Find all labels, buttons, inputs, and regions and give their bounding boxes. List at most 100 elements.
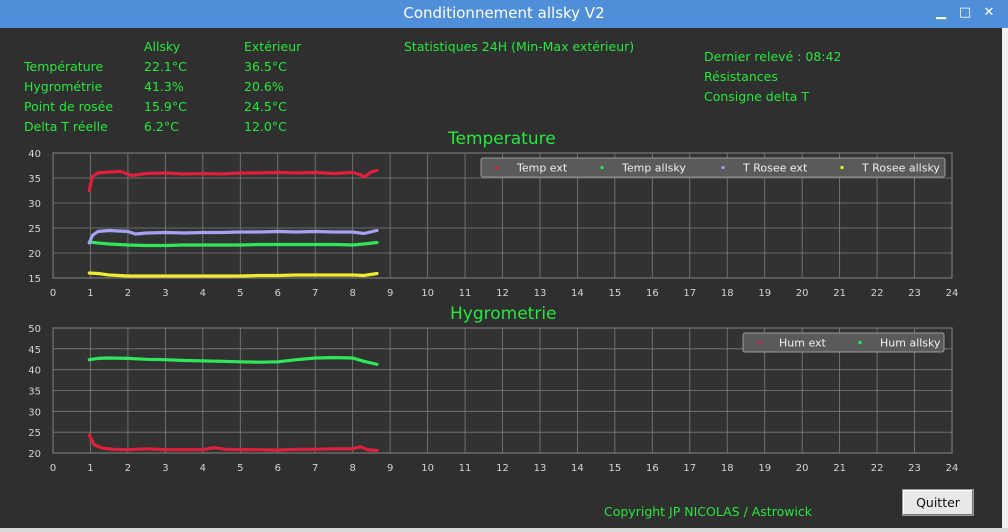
chart0-x-tick-label: 19	[758, 288, 771, 299]
chart0-x-tick-label: 13	[534, 288, 547, 299]
window-title: Conditionnement allsky V2	[403, 4, 605, 22]
chart0-series-1-line	[87, 240, 379, 248]
chart1-y-tick-label: 40	[28, 366, 41, 377]
chart1-x-tick-label: 6	[275, 463, 281, 474]
chart0-x-tick-label: 0	[50, 288, 56, 299]
chart1-legend-label-1: Hum allsky	[880, 337, 941, 350]
chart0-legend	[480, 157, 946, 178]
chart0-x-tick-label: 5	[237, 288, 243, 299]
minimize-button[interactable]: ▁	[936, 5, 946, 20]
chart0-x-tick-label: 21	[833, 288, 846, 299]
chart0-legend-marker-3	[840, 165, 844, 170]
chart1-x-tick-label: 7	[312, 463, 318, 474]
chart1-x-tick-label: 2	[125, 463, 131, 474]
chart0-x-tick-label: 16	[646, 288, 659, 299]
value-delta-ext: 12.0°C	[244, 119, 287, 134]
value-temp-allsky: 22.1°C	[144, 59, 187, 74]
chart0-x-tick-label: 14	[571, 288, 584, 299]
chart1-x-tick-label: 4	[200, 463, 206, 474]
desktop-strip	[0, 528, 1008, 532]
chart0-x-tick-label: 6	[275, 288, 281, 299]
label-hygrometrie: Hygrométrie	[24, 79, 103, 94]
chart0-x-tick-label: 3	[162, 288, 168, 299]
value-hum-allsky: 41.3%	[144, 79, 184, 94]
label-delta-t: Delta T réelle	[24, 119, 108, 134]
chart0-x-tick-label: 10	[421, 288, 434, 299]
chart1-legend-marker-0	[757, 340, 761, 345]
chart1-x-tick-label: 12	[496, 463, 509, 474]
chart0-y-tick-label: 15	[28, 274, 41, 285]
setpoint-label: Consigne delta T	[704, 89, 810, 104]
copyright-text: Copyright JP NICOLAS / Astrowick	[604, 504, 813, 519]
value-dew-ext: 24.5°C	[244, 99, 287, 114]
chart0-legend-marker-1	[600, 165, 604, 170]
chart0-x-tick-label: 20	[796, 288, 809, 299]
chart-title-hygrometrie: Hygrometrie	[450, 304, 557, 324]
chart0-x-tick-label: 23	[908, 288, 921, 299]
chart1-x-tick-label: 17	[683, 463, 696, 474]
chart1-x-tick-label: 9	[387, 463, 393, 474]
chart0-y-tick-label: 40	[28, 149, 41, 160]
window-edge	[1002, 28, 1008, 528]
chart1-x-tick-label: 24	[946, 463, 959, 474]
chart1-x-tick-label: 22	[871, 463, 884, 474]
chart0-legend-label-2: T Rosee ext	[742, 162, 808, 175]
chart0-legend-marker-0	[495, 165, 499, 170]
chart0-x-tick-label: 24	[946, 288, 959, 299]
chart0-legend-label-1: Temp allsky	[621, 162, 686, 175]
chart1-y-tick-label: 20	[28, 449, 41, 460]
header-exterieur: Extérieur	[244, 39, 302, 54]
chart1-x-tick-label: 21	[833, 463, 846, 474]
value-dew-allsky: 15.9°C	[144, 99, 187, 114]
chart1-y-tick-label: 30	[28, 407, 41, 418]
close-button[interactable]: ✕	[983, 5, 995, 20]
chart0-x-tick-label: 7	[312, 288, 318, 299]
chart1-legend-marker-1	[858, 340, 862, 345]
value-temp-ext: 36.5°C	[244, 59, 287, 74]
chart0-x-tick-label: 11	[459, 288, 472, 299]
chart0-series-0-line	[87, 168, 379, 193]
chart1-y-tick-label: 50	[28, 324, 41, 335]
chart1-x-tick-label: 18	[721, 463, 734, 474]
chart1-x-tick-label: 3	[162, 463, 168, 474]
chart1-x-tick-label: 15	[609, 463, 622, 474]
stats-label: Statistiques 24H (Min-Max extérieur)	[404, 39, 635, 54]
chart0-x-tick-label: 18	[721, 288, 734, 299]
chart1-x-tick-label: 0	[50, 463, 56, 474]
chart1-x-tick-label: 5	[237, 463, 243, 474]
chart0-x-tick-label: 1	[87, 288, 93, 299]
chart0-x-tick-label: 17	[683, 288, 696, 299]
chart0-x-tick-label: 22	[871, 288, 884, 299]
chart1-x-tick-label: 1	[87, 463, 93, 474]
chart0-legend-label-0: Temp ext	[516, 162, 568, 175]
chart1-x-tick-label: 20	[796, 463, 809, 474]
chart1-series-1-line	[87, 356, 379, 366]
chart0-x-tick-label: 15	[609, 288, 622, 299]
value-delta-allsky: 6.2°C	[144, 119, 179, 134]
chart1-y-tick-label: 45	[28, 345, 41, 356]
label-temperature: Température	[24, 59, 104, 74]
chart0-x-tick-label: 2	[125, 288, 131, 299]
chart0-legend-marker-2	[721, 165, 725, 170]
chart1-y-tick-label: 35	[28, 387, 41, 398]
chart-title-temperature: Temperature	[448, 129, 556, 149]
chart1-x-tick-label: 23	[908, 463, 921, 474]
chart1-legend	[742, 332, 945, 353]
chart1-x-tick-label: 16	[646, 463, 659, 474]
chart0-x-tick-label: 4	[200, 288, 206, 299]
chart0-y-tick-label: 25	[28, 224, 41, 235]
title-bar[interactable]: Conditionnement allsky V2 ▁ □ ✕	[0, 0, 1008, 28]
quit-button[interactable]: Quitter	[902, 489, 974, 516]
chart1-x-tick-label: 8	[349, 463, 355, 474]
value-hum-ext: 20.6%	[244, 79, 284, 94]
chart1-x-tick-label: 10	[421, 463, 434, 474]
chart0-y-tick-label: 35	[28, 174, 41, 185]
label-point-de-rosee: Point de rosée	[24, 99, 114, 114]
chart0-series-2-line	[87, 228, 379, 245]
chart1-y-tick-label: 25	[28, 428, 41, 439]
header-allsky: Allsky	[144, 39, 181, 54]
chart1-x-tick-label: 13	[534, 463, 547, 474]
maximize-button[interactable]: □	[958, 5, 972, 20]
chart1-legend-label-0: Hum ext	[779, 337, 827, 350]
